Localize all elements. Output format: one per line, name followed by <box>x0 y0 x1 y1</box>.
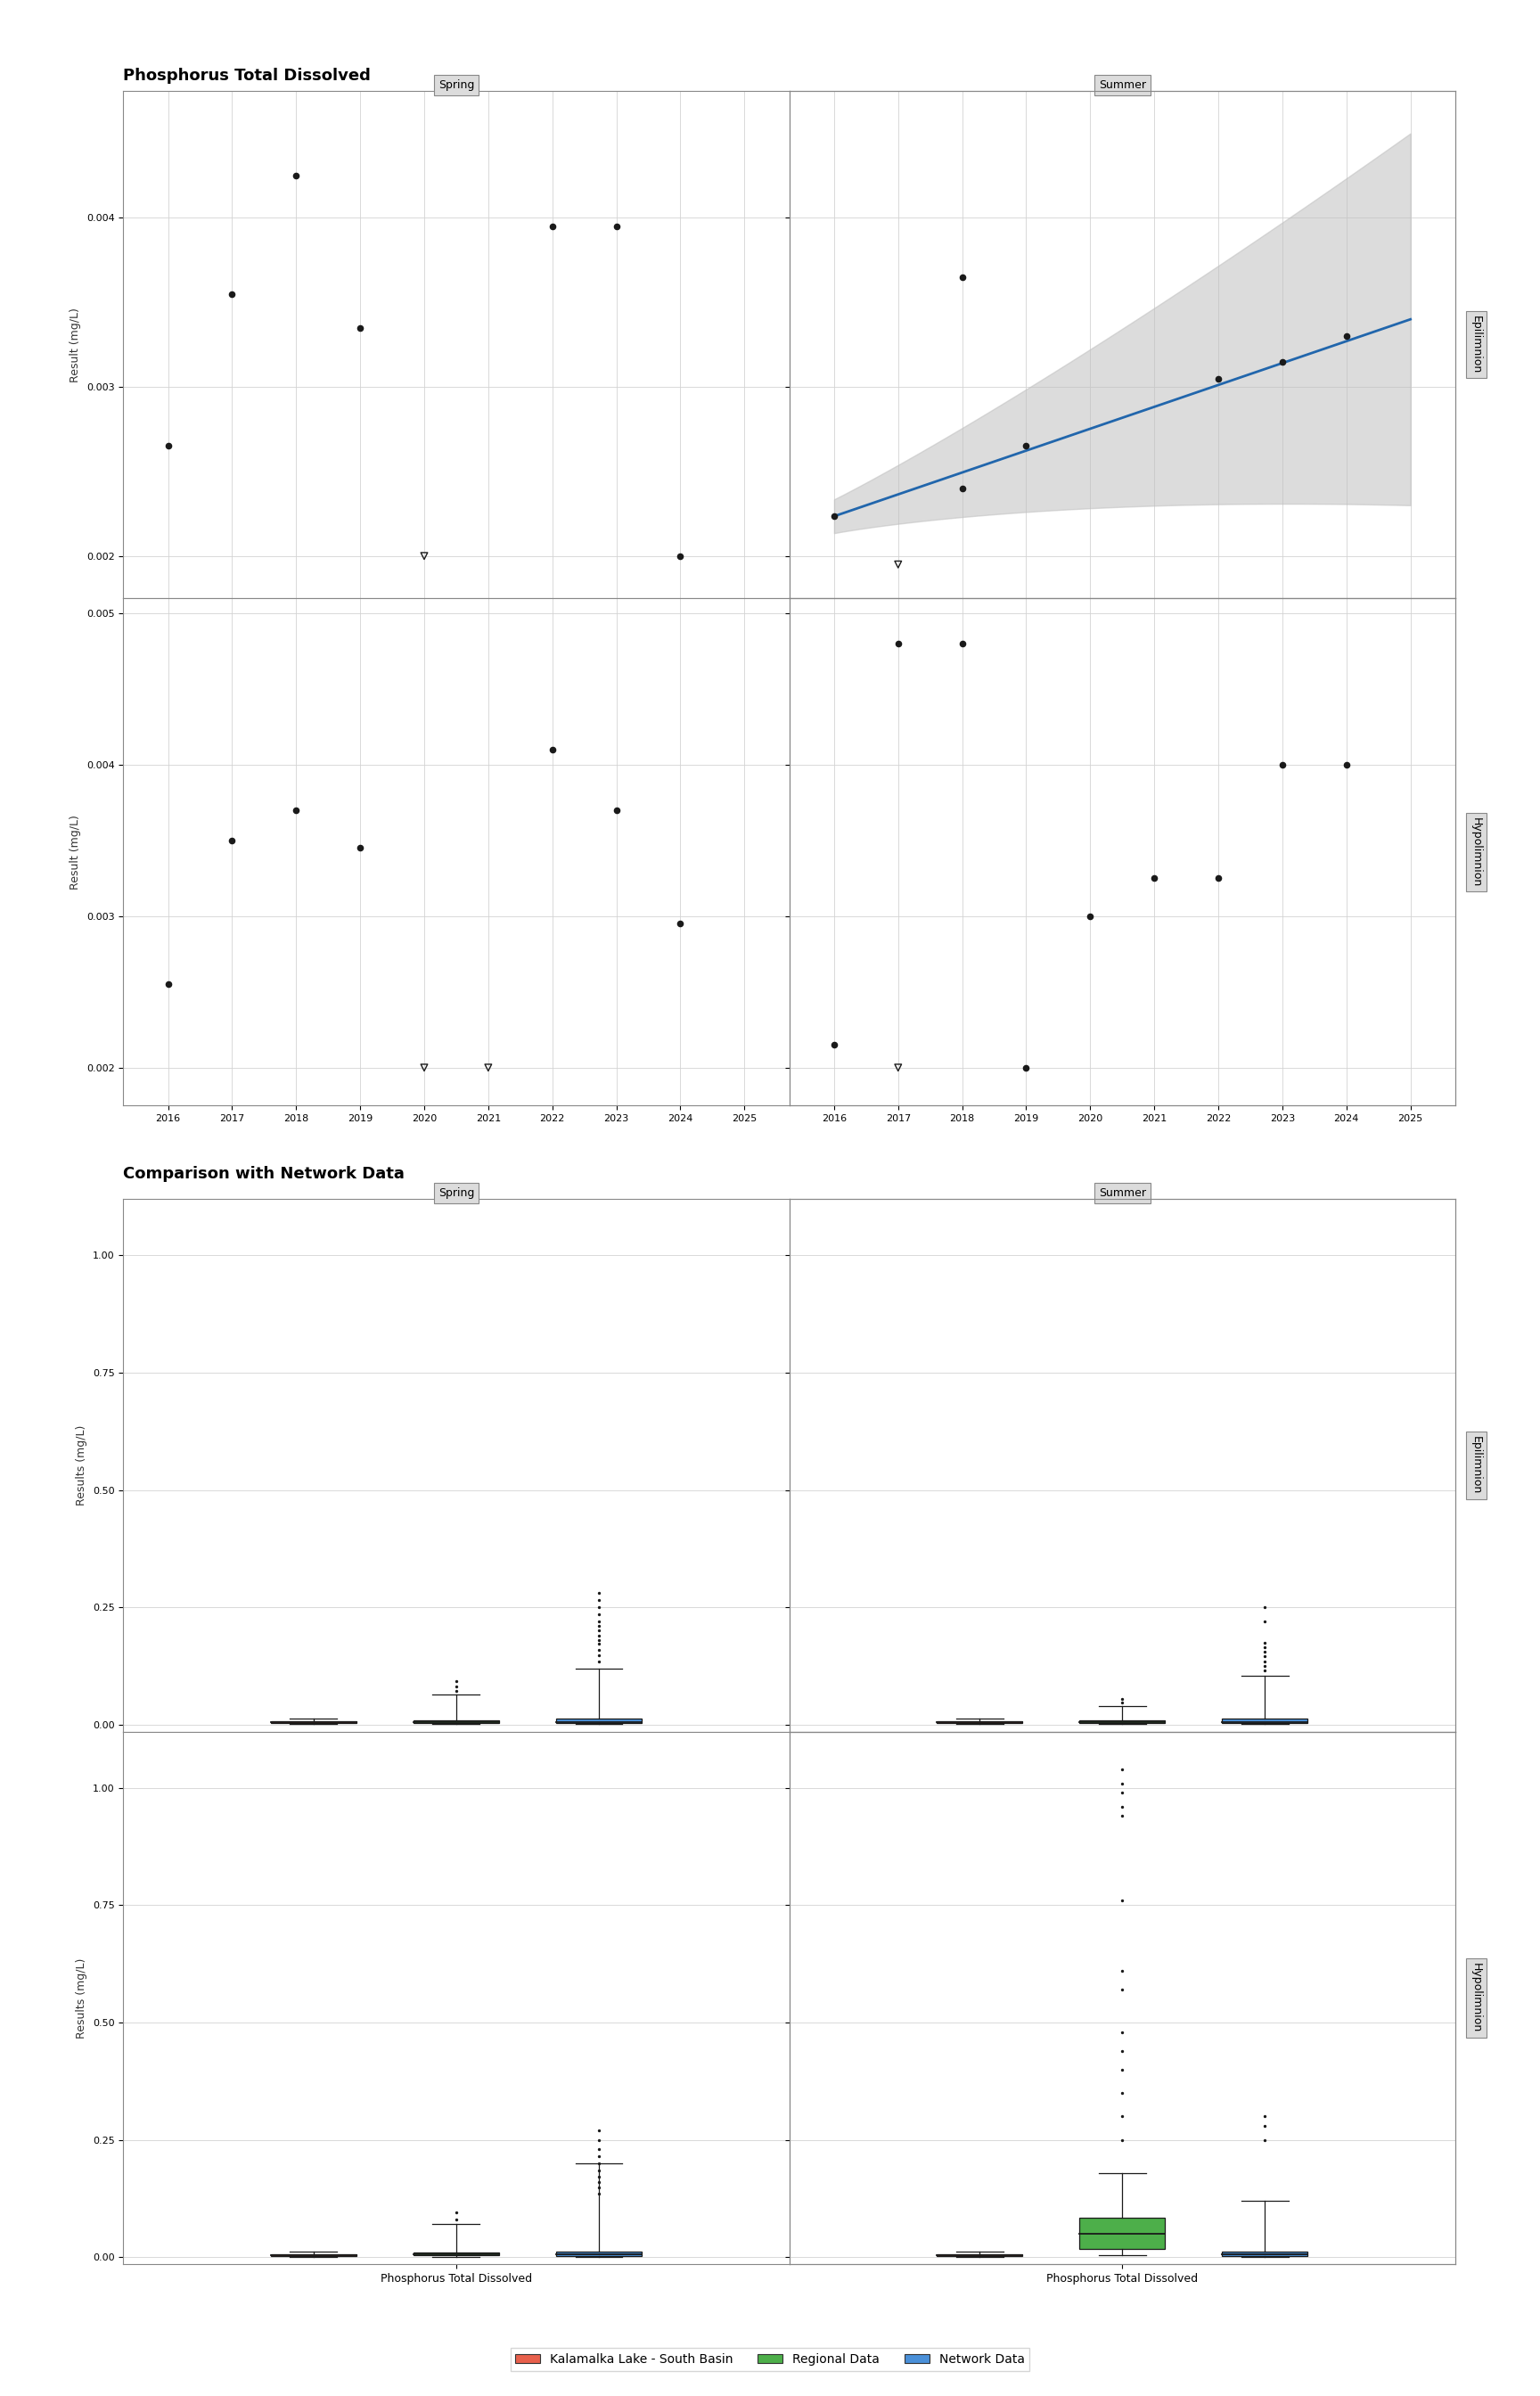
Point <box>156 966 180 1004</box>
Text: Comparison with Network Data: Comparison with Network Data <box>123 1167 405 1181</box>
Point <box>541 206 565 244</box>
Point <box>283 156 308 194</box>
Point <box>1270 745 1295 783</box>
Title: Spring: Spring <box>439 79 474 91</box>
Point <box>1013 426 1038 465</box>
Point <box>885 1049 910 1088</box>
Y-axis label: Epilimnion: Epilimnion <box>1471 1435 1481 1495</box>
Title: Spring: Spring <box>439 1188 474 1198</box>
Bar <box>1223 1718 1307 1723</box>
Point <box>822 1025 847 1064</box>
Point <box>604 206 628 244</box>
Y-axis label: Result (mg/L): Result (mg/L) <box>69 307 82 381</box>
Title: Summer: Summer <box>1098 79 1146 91</box>
Point <box>1334 745 1358 783</box>
Bar <box>1080 1720 1166 1723</box>
Point <box>283 791 308 829</box>
Point <box>348 309 373 347</box>
Point <box>1270 343 1295 381</box>
Point <box>668 906 693 944</box>
Bar <box>413 1720 499 1723</box>
Point <box>541 731 565 769</box>
Y-axis label: Result (mg/L): Result (mg/L) <box>69 815 82 889</box>
Point <box>1206 860 1230 898</box>
Point <box>604 791 628 829</box>
Text: Phosphorus Total Dissolved: Phosphorus Total Dissolved <box>123 67 371 84</box>
Point <box>411 537 436 575</box>
Y-axis label: Results (mg/L): Results (mg/L) <box>75 1426 88 1505</box>
Point <box>1078 896 1103 934</box>
Point <box>220 276 245 314</box>
Point <box>411 1049 436 1088</box>
Y-axis label: Hypolimnion: Hypolimnion <box>1471 817 1481 887</box>
Title: Summer: Summer <box>1098 1188 1146 1198</box>
Y-axis label: Hypolimnion: Hypolimnion <box>1471 1962 1481 2032</box>
Y-axis label: Epilimnion: Epilimnion <box>1471 316 1481 374</box>
Point <box>950 259 975 297</box>
Point <box>668 537 693 575</box>
Bar <box>1080 2216 1166 2250</box>
Point <box>1206 359 1230 398</box>
Bar <box>1223 2252 1307 2255</box>
Point <box>1013 1049 1038 1088</box>
Point <box>885 625 910 664</box>
Point <box>885 546 910 585</box>
Point <box>950 470 975 508</box>
Point <box>950 625 975 664</box>
Point <box>156 426 180 465</box>
Point <box>220 822 245 860</box>
Point <box>348 829 373 867</box>
Bar <box>556 2252 642 2255</box>
Point <box>476 1049 501 1088</box>
Point <box>1143 860 1167 898</box>
Point <box>1334 316 1358 355</box>
Y-axis label: Results (mg/L): Results (mg/L) <box>75 1958 88 2039</box>
Legend: Kalamalka Lake - South Basin, Regional Data, Network Data: Kalamalka Lake - South Basin, Regional D… <box>510 2348 1030 2370</box>
Bar <box>413 2252 499 2255</box>
Bar <box>556 1718 642 1723</box>
Point <box>822 496 847 534</box>
